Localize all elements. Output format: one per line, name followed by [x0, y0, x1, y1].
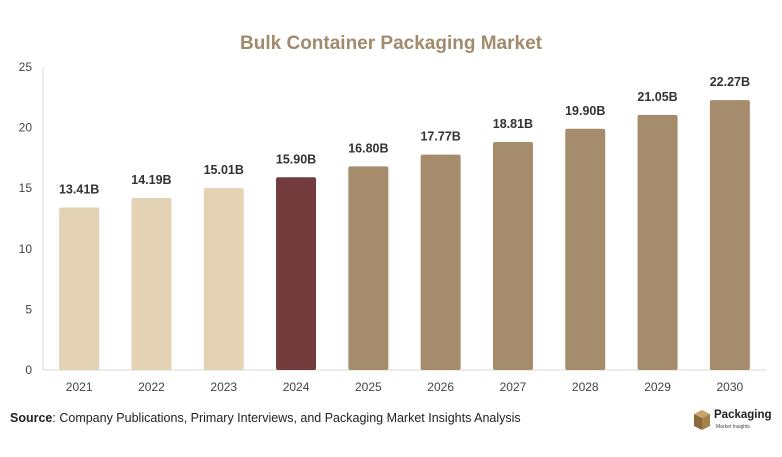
x-tick-label: 2021: [66, 380, 93, 394]
y-tick-label: 0: [25, 363, 32, 377]
x-tick-label: 2029: [644, 380, 671, 394]
bar: [637, 114, 678, 371]
x-tick-label: 2025: [355, 380, 382, 394]
source-note: Source: Company Publications, Primary In…: [10, 411, 521, 425]
source-label: Source: [10, 411, 53, 425]
cube-icon: [694, 410, 710, 430]
x-tick-label: 2028: [572, 380, 599, 394]
logo-subtitle: Market Insights: [716, 424, 750, 430]
bar: [565, 128, 606, 370]
data-label: 17.77B: [420, 130, 460, 144]
bar: [59, 207, 100, 370]
company-logo: Packaging Market Insights: [693, 407, 773, 437]
data-label: 19.90B: [565, 104, 605, 118]
y-tick-label: 25: [19, 60, 33, 74]
data-label: 22.27B: [710, 75, 750, 89]
source-text: : Company Publications, Primary Intervie…: [52, 411, 521, 425]
x-tick-label: 2027: [500, 380, 527, 394]
chart-title: Bulk Container Packaging Market: [240, 33, 542, 54]
logo-wordmark: Packaging: [714, 409, 772, 421]
chart-data-labels: 13.41B 14.19B 15.01B 15.90B 16.80B 17.77B 18.8…: [59, 75, 750, 196]
bar: [276, 177, 317, 370]
y-tick-label: 10: [19, 242, 33, 256]
y-tick-label: 5: [25, 302, 32, 316]
data-label: 15.01B: [204, 163, 244, 177]
x-tick-label: 2026: [427, 380, 454, 394]
bar: [203, 188, 244, 370]
data-label: 13.41B: [59, 182, 99, 196]
bar: [420, 154, 461, 370]
data-label: 16.80B: [348, 141, 388, 155]
bar: [348, 166, 389, 370]
chart-bars: [59, 100, 750, 371]
x-tick-label: 2023: [210, 380, 237, 394]
bar: [131, 198, 172, 370]
bar: [492, 142, 533, 370]
x-tick-label: 2022: [138, 380, 165, 394]
bar: [709, 100, 750, 371]
data-label: 15.90B: [276, 152, 316, 166]
y-tick-label: 20: [19, 121, 33, 135]
data-label: 18.81B: [493, 117, 533, 131]
x-tick-label: 2024: [283, 380, 310, 394]
x-tick-label: 2030: [716, 380, 743, 394]
data-label: 21.05B: [637, 90, 677, 104]
y-tick-label: 15: [19, 181, 33, 195]
data-label: 14.19B: [131, 173, 171, 187]
